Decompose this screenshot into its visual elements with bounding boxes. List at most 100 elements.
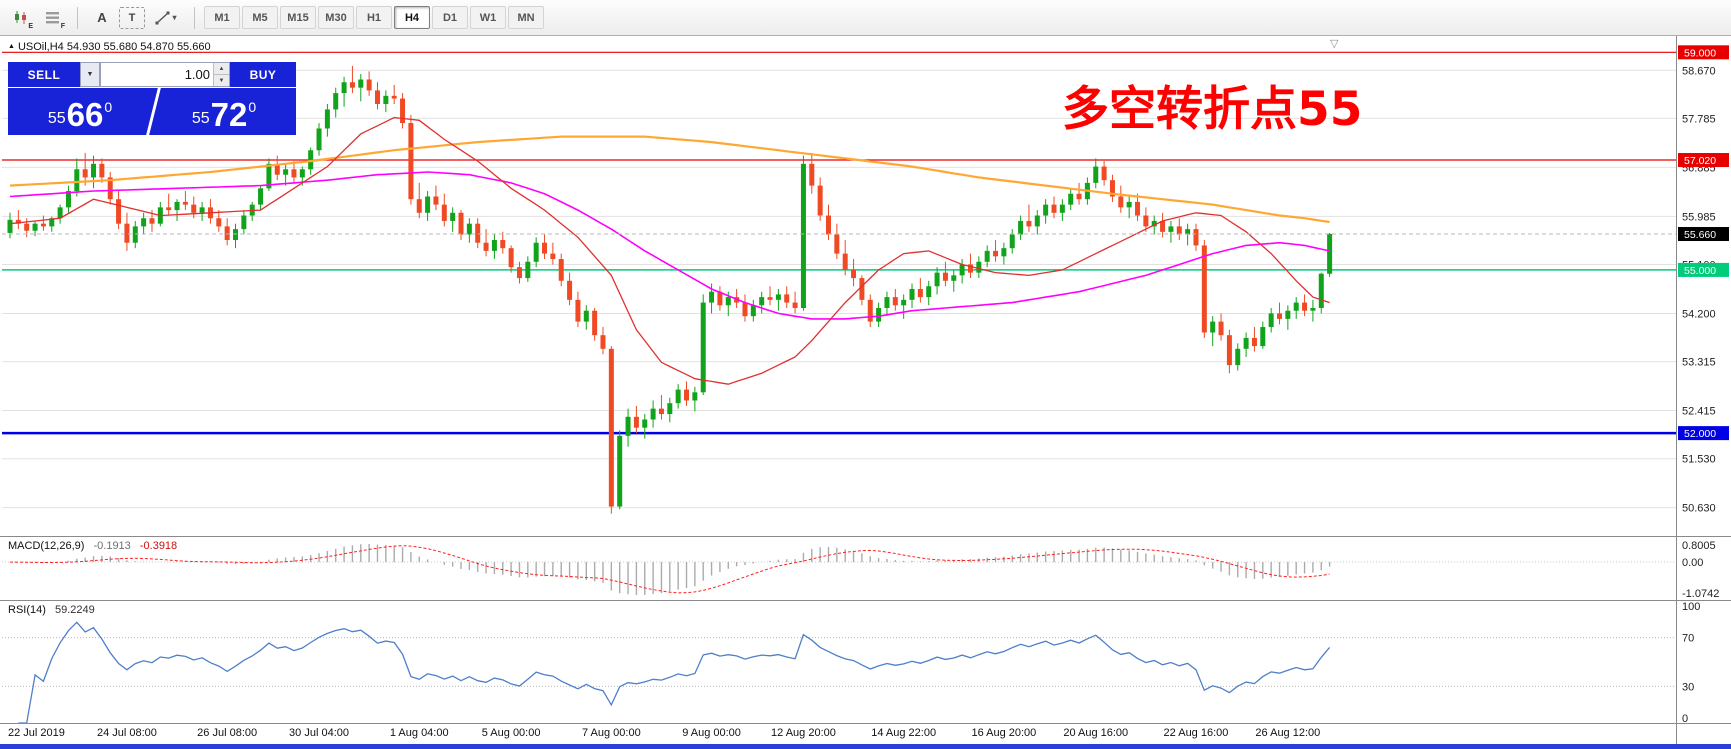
time-axis-label: 9 Aug 00:00: [682, 727, 741, 739]
time-axis-label: 26 Aug 12:00: [1255, 727, 1321, 739]
tf-button-m30[interactable]: M30: [318, 6, 354, 29]
chart-profiles-icon[interactable]: F: [38, 4, 68, 32]
time-axis-label: 7 Aug 00:00: [581, 727, 641, 739]
svg-text:55.660: 55.660: [1684, 229, 1716, 241]
time-axis-label: 5 Aug 00:00: [481, 727, 541, 739]
tf-button-mn[interactable]: MN: [508, 6, 544, 29]
tf-button-m15[interactable]: M15: [280, 6, 316, 29]
volume-stepper: ▲ ▼: [213, 63, 229, 86]
toolbar-sub-label: F: [60, 22, 65, 30]
svg-text:52.000: 52.000: [1684, 428, 1716, 440]
ma-slow-orange: [9, 135, 1330, 224]
chart-shift-marker-icon[interactable]: ▽: [1330, 38, 1339, 50]
toolbar-separator: [77, 6, 78, 29]
volume-dropdown-button[interactable]: ▼: [80, 62, 100, 87]
tf-button-m1[interactable]: M1: [204, 6, 240, 29]
macd-pane-label: MACD(12,26,9) -0.1913 -0.3918: [8, 540, 177, 552]
sell-price-button[interactable]: 55 66 0: [8, 88, 152, 135]
hline-price-boxes: 59.000 57.020 55.000 52.000: [1678, 45, 1729, 441]
sell-price-small: 55: [47, 110, 66, 127]
sell-price-big: 66: [66, 95, 104, 133]
svg-text:55.985: 55.985: [1682, 211, 1716, 223]
svg-text:54.200: 54.200: [1682, 308, 1716, 320]
current-price-box: [1678, 227, 1729, 242]
svg-text:100: 100: [1682, 601, 1700, 613]
time-axis-label: 22 Aug 16:00: [1163, 727, 1229, 739]
buy-price-big: 72: [210, 95, 248, 133]
text-tool-glyph: A: [97, 10, 107, 25]
chart-annotation-text: 多空转折点55: [1062, 82, 1363, 137]
chart-title-text: USOil,H4 54.930 55.680 54.870 55.660: [17, 41, 211, 53]
svg-text:0.8005: 0.8005: [1682, 540, 1716, 552]
time-axis-label: 12 Aug 20:00: [771, 727, 836, 739]
text-box-glyph: T: [128, 11, 136, 24]
horizontal-lines: [2, 51, 1676, 435]
spinner-up-icon[interactable]: ▲: [214, 63, 229, 75]
sell-button[interactable]: SELL: [8, 62, 80, 87]
dropdown-caret-icon: ▾: [172, 13, 177, 22]
time-axis-label: 16 Aug 20:00: [971, 727, 1037, 739]
svg-text:52.415: 52.415: [1682, 406, 1716, 418]
svg-text:59.000: 59.000: [1684, 47, 1716, 59]
rsi-value: 59.2249: [54, 604, 95, 616]
text-box-tool-icon[interactable]: T: [119, 6, 145, 29]
time-axis-label: 22 Jul 2019: [8, 727, 65, 739]
chart-title: ▲ USOil,H4 54.930 55.680 54.870 55.660: [8, 41, 211, 53]
time-axis-label: 26 Jul 08:00: [197, 727, 258, 739]
trade-panel-prices: 55 66 0 55 72 0: [8, 88, 296, 135]
profiles-glyph: [46, 11, 59, 23]
tf-button-d1[interactable]: D1: [432, 6, 468, 29]
svg-text:53.315: 53.315: [1682, 357, 1716, 369]
buy-button[interactable]: BUY: [230, 62, 296, 87]
svg-text:-1.0742: -1.0742: [1682, 588, 1719, 600]
ma-mid-magenta: [9, 171, 1330, 320]
rsi-name: RSI(14): [8, 604, 46, 616]
trendline-glyph: [155, 11, 170, 24]
title-expand-icon[interactable]: ▲: [8, 43, 15, 50]
chart-background: [0, 36, 1731, 744]
bottom-status-bar: [0, 744, 1731, 749]
svg-text:0: 0: [1682, 713, 1688, 725]
time-axis-label: 30 Jul 04:00: [289, 727, 349, 739]
trade-panel-controls: SELL ▼ ▲ ▼ BUY: [8, 62, 296, 87]
tf-button-h1[interactable]: H1: [356, 6, 392, 29]
time-axis-label: 14 Aug 22:00: [871, 727, 937, 739]
toolbar-sub-label: E: [28, 22, 33, 30]
macd-signal-value: -0.3918: [139, 540, 178, 552]
volume-field-wrap: ▲ ▼: [100, 62, 230, 87]
tf-button-m5[interactable]: M5: [242, 6, 278, 29]
macd-signal-line: [10, 545, 1330, 594]
tf-button-h4[interactable]: H4: [394, 6, 430, 29]
volume-input[interactable]: [101, 63, 213, 86]
tf-button-w1[interactable]: W1: [470, 6, 506, 29]
text-label-tool-icon[interactable]: A: [87, 4, 117, 32]
svg-text:57.785: 57.785: [1682, 113, 1716, 125]
svg-text:58.670: 58.670: [1682, 65, 1716, 77]
drawing-tools-dropdown[interactable]: ▾: [147, 4, 185, 32]
svg-text:55.000: 55.000: [1684, 265, 1716, 277]
svg-text:0.00: 0.00: [1682, 557, 1703, 569]
buy-price-small: 55: [191, 110, 210, 127]
buy-price-sup: 0: [248, 99, 257, 115]
time-axis: 22 Jul 2019 24 Jul 08:00 26 Jul 08:00 30 Ju…: [0, 727, 1731, 744]
time-axis-label: 20 Aug 16:00: [1063, 727, 1129, 739]
ma-fast-red: [9, 116, 1330, 385]
buy-price-button[interactable]: 55 72 0: [152, 88, 296, 135]
spinner-down-icon[interactable]: ▼: [214, 75, 229, 86]
time-axis-label: 1 Aug 04:00: [389, 727, 449, 739]
macd-main-value: -0.1913: [93, 540, 131, 552]
timeframe-button-group: M1 M5 M15 M30 H1 H4 D1 W1 MN: [204, 6, 544, 29]
svg-text:50.630: 50.630: [1682, 503, 1716, 515]
candlestick-chart-icon[interactable]: E: [6, 4, 36, 32]
pane-separators: [0, 36, 1731, 744]
rsi-pane-label: RSI(14) 59.2249: [8, 604, 95, 616]
time-axis-label: 24 Jul 08:00: [96, 727, 157, 739]
caret-down-icon: ▼: [86, 71, 94, 78]
svg-text:51.530: 51.530: [1682, 454, 1716, 466]
macd-name: MACD(12,26,9): [8, 540, 85, 552]
svg-text:57.020: 57.020: [1684, 155, 1716, 167]
sell-price-sup: 0: [104, 99, 113, 115]
